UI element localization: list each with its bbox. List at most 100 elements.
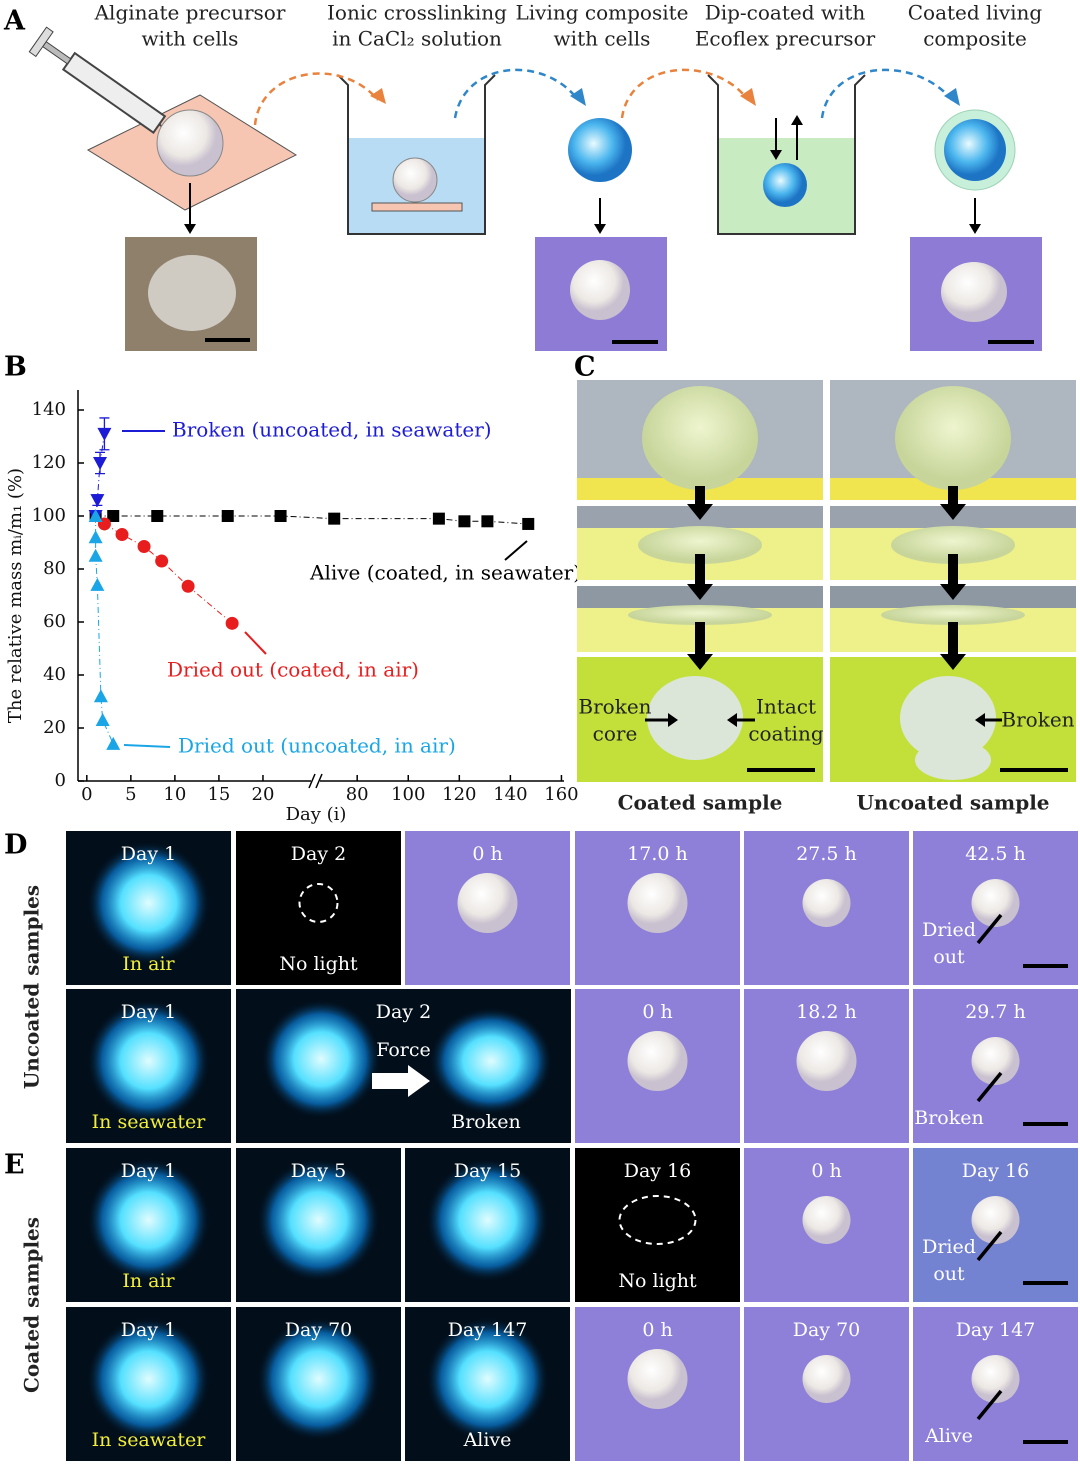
cell-label: Day 15 [454,1160,522,1182]
arrow-head [969,224,981,234]
arrow [695,554,705,584]
cell-label: 0 h [472,843,502,865]
cell-label: Day 70 [285,1319,353,1341]
callout-arrow [976,1389,1003,1421]
y-tick-label: 100 [32,505,66,526]
marker [481,515,494,528]
droplet [156,109,224,177]
arrow [948,554,958,584]
glow [425,1158,550,1282]
y-axis-label: The relative mass mᵢ/m₁ (%) [5,468,26,723]
y-tick-label: 140 [32,399,66,420]
cell-label: Day 147 [956,1319,1036,1341]
x-tick-label: 100 [391,784,425,805]
cell [236,831,401,985]
panel-label: B [4,352,27,383]
panel-label: D [4,830,27,861]
annotation-arrow [244,631,267,655]
y-tick-label: 0 [55,770,66,791]
cell-label: In air [122,1270,175,1292]
step-title: with cells [554,27,651,51]
beaker [707,74,866,235]
marker [93,457,108,470]
cell-label: Day 70 [793,1319,861,1341]
marker [115,528,129,542]
arrow-head [184,224,196,234]
marker [88,509,103,522]
cell-label: 0 h [642,1001,672,1023]
step-title: Ecoflex precursor [695,27,876,51]
glow [256,1158,381,1282]
cell-note: Alive [924,1425,973,1447]
sample [802,879,851,927]
cell-label: 0 h [811,1160,841,1182]
photo-drop [148,255,236,331]
marker [137,539,151,553]
column-title: Uncoated sample [856,791,1049,815]
callout: core [593,722,638,746]
sample [971,1196,1020,1244]
marker [88,530,103,544]
arrow-head [940,584,966,600]
glow [86,999,211,1123]
composite [568,118,632,182]
flow-arrow [620,68,750,119]
cell-label: Day 5 [291,1160,346,1182]
series-annotation: Dried out (coated, in air) [167,658,419,682]
callout-arrow [976,1230,1003,1262]
series-annotation: Broken (uncoated, in seawater) [172,418,492,442]
marker [274,510,287,522]
arrow-head [975,713,985,727]
cell-label: In seawater [92,1111,207,1133]
sample [900,676,996,760]
cell-label: Force [376,1039,431,1061]
plate [371,202,463,212]
series-line [95,515,529,525]
marker [181,579,195,593]
cell-label: Alive [463,1429,512,1451]
outline [618,1195,697,1245]
x-tick-label: 15 [207,784,230,805]
step-title: with cells [142,27,239,51]
x-tick-label: 120 [442,784,476,805]
sample [971,879,1020,927]
composite [763,163,807,207]
callout: Intact [756,695,816,719]
x-tick-label: 5 [125,784,136,805]
x-tick-label: 140 [493,784,527,805]
marker [522,517,535,530]
arrow-head [740,88,756,106]
arrow-head [791,115,803,125]
glow [86,841,211,965]
cell-label: 29.7 h [965,1001,1026,1023]
x-tick-label: 10 [163,784,186,805]
callout: coating [748,722,823,746]
marker [151,510,164,522]
step-title: Alginate precursor [94,1,286,25]
x-tick-label: 20 [252,784,275,805]
arrow [948,486,958,504]
droplet [392,157,438,203]
cell-label: Day 1 [121,843,176,865]
syringe [28,26,181,140]
cell-label: 17.0 h [627,843,688,865]
flow-arrow [453,68,580,119]
marker [458,515,471,528]
y-tick-label: 80 [43,558,66,579]
cell-label: Day 16 [624,1160,692,1182]
arrow-head [370,88,386,104]
photo-sphere [941,262,1007,322]
arrow [948,622,958,654]
cell [575,1148,740,1302]
cell-note: out [933,1263,965,1285]
panel-label: C [574,352,596,383]
cell-label: 42.5 h [965,843,1026,865]
sample [802,1196,851,1244]
arrow-head [940,504,966,520]
marker [90,494,105,508]
arrow [695,486,705,504]
arrow-head [594,224,606,234]
sample [881,605,1025,625]
annotation-arrow [123,744,171,748]
